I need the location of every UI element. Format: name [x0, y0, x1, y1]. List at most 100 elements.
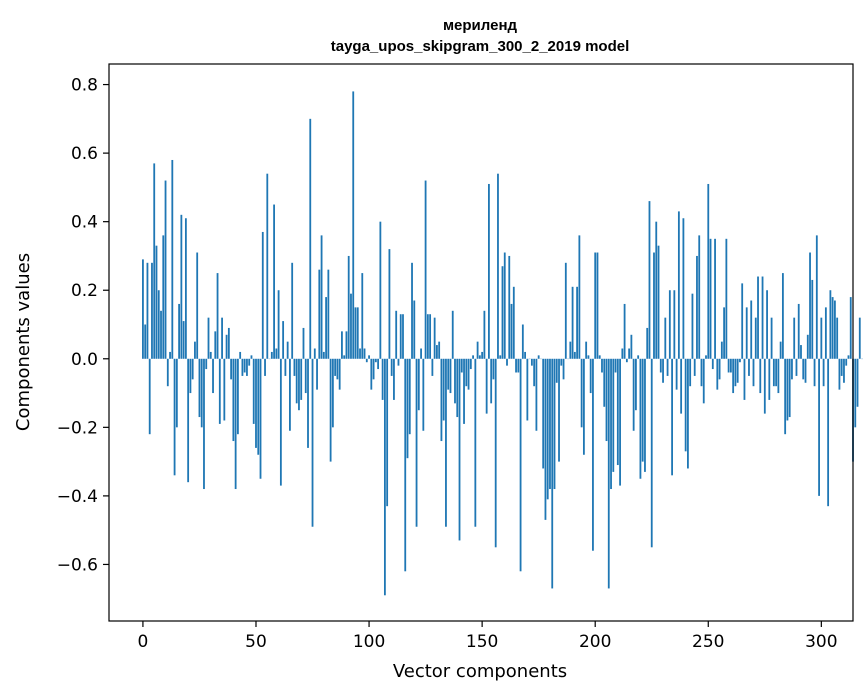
bar [592, 358, 594, 551]
bar [467, 358, 470, 390]
bar [702, 358, 705, 404]
bar [580, 358, 583, 428]
bar [775, 358, 778, 387]
bar [162, 235, 165, 359]
bar [497, 173, 499, 359]
bar [558, 358, 560, 462]
bar [478, 355, 481, 359]
bar [390, 358, 393, 376]
y-axis-label: Components values [13, 253, 34, 431]
bar [569, 341, 572, 359]
bar [757, 276, 759, 359]
bar [750, 300, 753, 359]
bar [542, 358, 545, 469]
bar [356, 307, 359, 359]
bar [361, 273, 364, 359]
bar [687, 358, 689, 469]
bar [854, 358, 857, 428]
bar [630, 334, 633, 359]
bar [365, 358, 368, 363]
bar [711, 358, 714, 370]
bar [279, 358, 282, 486]
bar [354, 307, 357, 359]
bar [655, 221, 658, 359]
bar [273, 204, 275, 359]
bar [277, 290, 280, 359]
bar [431, 358, 434, 376]
bar [682, 218, 685, 359]
bar [248, 358, 251, 366]
bar [440, 358, 443, 442]
bar [266, 173, 269, 359]
bar [754, 317, 757, 359]
bar [614, 358, 617, 373]
bar [341, 331, 343, 359]
bar [759, 358, 762, 394]
bar [822, 358, 825, 387]
bar [368, 355, 370, 359]
bar [506, 358, 508, 366]
x-tick-label: 50 [245, 632, 267, 652]
bar [698, 235, 701, 359]
bar [772, 358, 775, 387]
bar [657, 245, 660, 359]
bar [214, 331, 217, 359]
bar [494, 358, 497, 548]
bar [307, 358, 309, 448]
bar [241, 358, 244, 376]
bar [196, 252, 199, 359]
bar [417, 358, 420, 411]
bar [166, 358, 169, 387]
bar [840, 358, 843, 376]
bar [804, 358, 807, 383]
bar [739, 358, 741, 363]
bar [481, 351, 484, 359]
bar [843, 358, 845, 383]
y-tick-label: −0.2 [57, 418, 98, 438]
bar [264, 358, 266, 376]
y-tick-label: 0.4 [71, 213, 98, 233]
bar [766, 290, 768, 359]
bar [200, 358, 203, 428]
bar [239, 351, 242, 359]
bar [184, 218, 187, 359]
bar [784, 358, 787, 435]
bar [811, 279, 814, 359]
bar [836, 317, 839, 359]
x-axis-label: Vector components [393, 661, 567, 682]
bar [524, 351, 526, 359]
bar [395, 310, 398, 359]
bar [648, 201, 651, 359]
bar [662, 358, 664, 383]
bar [675, 358, 678, 390]
bar [465, 358, 468, 387]
bar [680, 358, 683, 414]
bar [227, 327, 230, 359]
bar [313, 348, 316, 359]
bar [856, 358, 859, 407]
bar [284, 358, 287, 376]
bar [551, 358, 554, 589]
bar [818, 358, 820, 496]
y-tick-label: 0.6 [71, 144, 98, 164]
bar [309, 118, 312, 359]
bar [189, 358, 192, 394]
bar [463, 358, 465, 424]
bar [646, 327, 649, 359]
bar [786, 358, 789, 421]
bar [763, 358, 766, 414]
bar [225, 334, 228, 359]
bar [212, 358, 214, 394]
bar [748, 358, 750, 376]
bar [673, 290, 676, 359]
bar [246, 358, 248, 376]
bar [684, 358, 687, 452]
bar [393, 358, 395, 400]
bar [553, 358, 556, 490]
bar [560, 358, 563, 366]
bar [207, 317, 210, 359]
bar [298, 358, 300, 411]
bar [533, 358, 536, 387]
bar [363, 348, 366, 359]
bar [243, 358, 246, 373]
